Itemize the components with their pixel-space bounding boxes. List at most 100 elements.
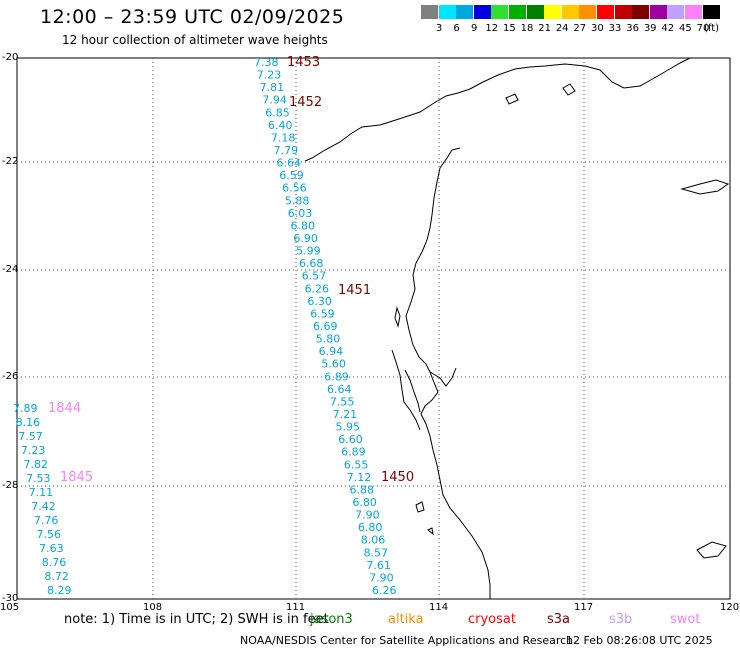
latitude-tick-label: -24 bbox=[2, 264, 19, 275]
wave-height-value: 7.23 bbox=[21, 444, 46, 457]
satellite-label: s3b bbox=[609, 612, 633, 627]
wave-height-value: 7.23 bbox=[257, 69, 282, 82]
wave-height-value: 7.90 bbox=[355, 509, 380, 522]
wave-height-value: 8.72 bbox=[44, 570, 68, 583]
altimeter-track-s3a: 7.387.237.817.946.856.407.187.796.646.59… bbox=[254, 56, 397, 597]
wave-height-value: 8.16 bbox=[16, 416, 41, 429]
wave-height-value: 6.90 bbox=[293, 232, 318, 245]
legend-label: 33 bbox=[608, 23, 622, 34]
island-7 bbox=[427, 527, 434, 536]
longitude-tick-label: 111 bbox=[286, 602, 306, 613]
wave-height-value: 7.56 bbox=[37, 528, 62, 541]
legend-swatch bbox=[579, 5, 597, 19]
wave-height-value: 5.99 bbox=[296, 245, 321, 258]
wave-height-value: 6.88 bbox=[350, 483, 375, 496]
wave-height-value: 7.38 bbox=[254, 56, 279, 69]
satellite-label: swot bbox=[670, 612, 701, 627]
wave-height-value: 6.89 bbox=[341, 446, 366, 459]
wave-height-value: 6.80 bbox=[352, 496, 377, 509]
legend-swatch bbox=[667, 5, 685, 19]
pass-time-label: 1453 bbox=[287, 55, 320, 70]
wave-height-value: 6.59 bbox=[279, 169, 304, 182]
satellite-label: altika bbox=[388, 612, 424, 627]
wave-height-value: 7.81 bbox=[260, 81, 285, 94]
legend-label: 39 bbox=[643, 23, 657, 34]
wave-height-value: 7.57 bbox=[18, 430, 43, 443]
legend-label: 36 bbox=[626, 23, 639, 34]
latitude-tick-label: -28 bbox=[2, 480, 19, 491]
wave-height-value: 6.30 bbox=[307, 295, 332, 308]
satellite-label: cryosat bbox=[468, 612, 516, 627]
island-6 bbox=[415, 501, 425, 513]
wave-height-value: 8.76 bbox=[42, 556, 66, 569]
legend-label: 3 bbox=[435, 23, 443, 34]
map-frame bbox=[16, 57, 731, 600]
legend-swatch bbox=[509, 5, 526, 19]
wave-height-value: 7.79 bbox=[274, 144, 299, 157]
pass-time-label: 1450 bbox=[381, 470, 414, 485]
wave-height-value: 6.64 bbox=[276, 157, 301, 170]
altimeter-track-swot: 7.898.167.577.237.827.537.117.427.767.56… bbox=[13, 402, 72, 597]
wave-height-value: 5.60 bbox=[321, 358, 346, 371]
legend-label: 27 bbox=[573, 23, 587, 34]
legend-swatch bbox=[526, 5, 544, 19]
wave-height-value: 8.29 bbox=[47, 584, 72, 597]
wave-height-value: 7.11 bbox=[29, 486, 53, 499]
map-subtitle: 12 hour collection of altimeter wave hei… bbox=[62, 33, 328, 47]
wave-height-value: 6.40 bbox=[268, 119, 293, 132]
wave-height-value: 7.90 bbox=[369, 571, 394, 584]
pass-time-labels: 1453 1452 1451 1450 1844 1845 bbox=[48, 55, 414, 485]
wave-height-value: 6.60 bbox=[338, 433, 363, 446]
island-3 bbox=[562, 83, 576, 96]
satellite-label: s3a bbox=[547, 612, 571, 627]
wave-height-value: 5.95 bbox=[335, 421, 360, 434]
legend-label: 12 bbox=[485, 23, 499, 34]
wave-height-value: 6.94 bbox=[319, 345, 344, 358]
island-1 bbox=[394, 306, 401, 328]
latitude-tick-label: -22 bbox=[2, 156, 19, 167]
legend-label: 9 bbox=[471, 23, 478, 34]
wave-height-value: 6.59 bbox=[310, 307, 335, 320]
legend-label: 18 bbox=[520, 23, 534, 34]
wave-height-value: 6.80 bbox=[358, 521, 383, 534]
color-legend: 3 6 9 12 15 18 21 24 27 30 33 36 39 42 45 70 (ft) bbox=[421, 5, 728, 35]
latitude-tick-label: -26 bbox=[2, 371, 19, 382]
wave-height-value: 8.57 bbox=[364, 546, 389, 559]
pass-time-label: 1452 bbox=[289, 95, 322, 110]
longitude-tick-label: 117 bbox=[574, 602, 594, 613]
wave-height-value: 5.88 bbox=[285, 194, 310, 207]
legend-swatch bbox=[649, 5, 667, 19]
legend-swatch bbox=[544, 5, 562, 19]
longitude-tick-label: 108 bbox=[143, 602, 163, 613]
wave-height-value: 6.85 bbox=[265, 106, 290, 119]
legend-label: 30 bbox=[591, 23, 604, 34]
wave-height-value: 7.42 bbox=[31, 500, 56, 513]
wave-height-value: 6.26 bbox=[305, 282, 330, 295]
legend-swatch bbox=[473, 5, 491, 19]
wave-height-value: 5.80 bbox=[316, 333, 341, 346]
map-title: 12:00 – 23:59 UTC 02/09/2025 bbox=[40, 6, 345, 28]
wave-height-value: 6.69 bbox=[313, 320, 338, 333]
legend-swatch bbox=[456, 5, 474, 19]
legend-label: 45 bbox=[679, 23, 692, 34]
wave-height-value: 7.12 bbox=[347, 471, 372, 484]
pass-time-label: 1845 bbox=[60, 470, 93, 485]
legend-swatch bbox=[491, 5, 509, 19]
pass-time-label: 1451 bbox=[338, 283, 371, 298]
legend-label: 6 bbox=[453, 23, 460, 34]
wave-height-value: 6.64 bbox=[327, 383, 352, 396]
legend-swatch bbox=[421, 5, 438, 19]
lat-lon-grid bbox=[17, 58, 730, 599]
coastline-sharkbay bbox=[391, 349, 457, 431]
credit-line: NOAA/NESDIS Center for Satellite Applica… bbox=[240, 634, 574, 647]
wave-height-value: 7.61 bbox=[366, 559, 391, 572]
legend-unit: (ft) bbox=[704, 23, 720, 34]
footer-note: note: 1) Time is in UTC; 2) SWH is in fe… bbox=[64, 612, 329, 627]
longitude-tick-label: 114 bbox=[429, 602, 449, 613]
satellite-label: jason3 bbox=[310, 612, 353, 627]
coastline bbox=[304, 57, 730, 599]
island-2 bbox=[505, 93, 519, 105]
wave-height-value: 8.06 bbox=[361, 534, 386, 547]
wave-height-value: 6.68 bbox=[299, 257, 324, 270]
